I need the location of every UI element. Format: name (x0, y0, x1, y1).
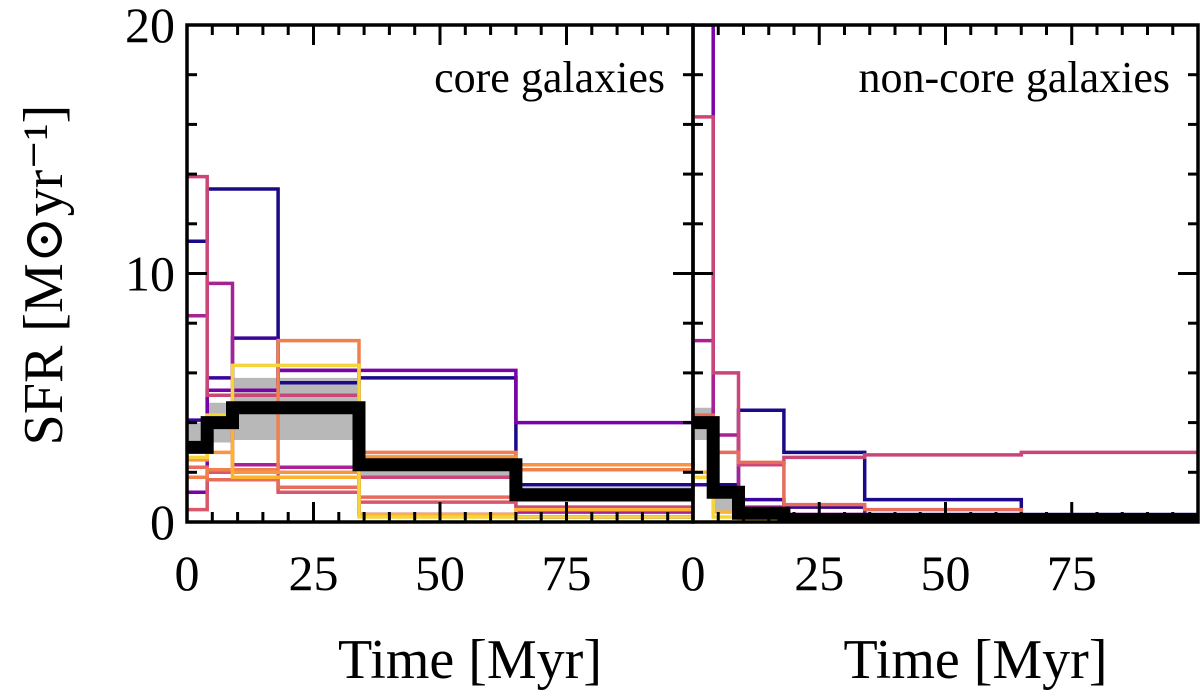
y-tick-label: 0 (150, 494, 175, 550)
x-tick-label: 50 (921, 545, 971, 601)
y-axis-title: SFR [M⊙yr⁻¹] (13, 105, 75, 446)
y-tick-label: 20 (125, 0, 175, 53)
panel-title: non-core galaxies (858, 53, 1170, 102)
x-axis-title: Time [Myr] (844, 629, 1108, 691)
panel-title: core galaxies (434, 53, 665, 102)
median-line (187, 401, 693, 502)
panel-core-galaxies: 0 25 50 75 Time [Myr] core galaxies 0 10 20 (125, 0, 695, 691)
panel-non-core-galaxies: 0 25 50 75 Time [Myr] non-core galaxies (681, 23, 1200, 691)
x-tick-label: 0 (681, 545, 706, 601)
plot-area (187, 174, 693, 519)
x-tick-label: 25 (289, 545, 339, 601)
y-tick-label: 10 (125, 246, 175, 302)
x-tick-label: 25 (794, 545, 844, 601)
x-tick-label: 0 (175, 545, 200, 601)
x-tick-label: 50 (415, 545, 465, 601)
x-tick-label: 75 (1047, 545, 1097, 601)
x-axis-title: Time [Myr] (338, 629, 602, 691)
series-line-5 (693, 115, 1198, 467)
x-tick-label: 75 (542, 545, 592, 601)
median-line (693, 416, 1198, 522)
series-line-4 (693, 338, 1198, 522)
